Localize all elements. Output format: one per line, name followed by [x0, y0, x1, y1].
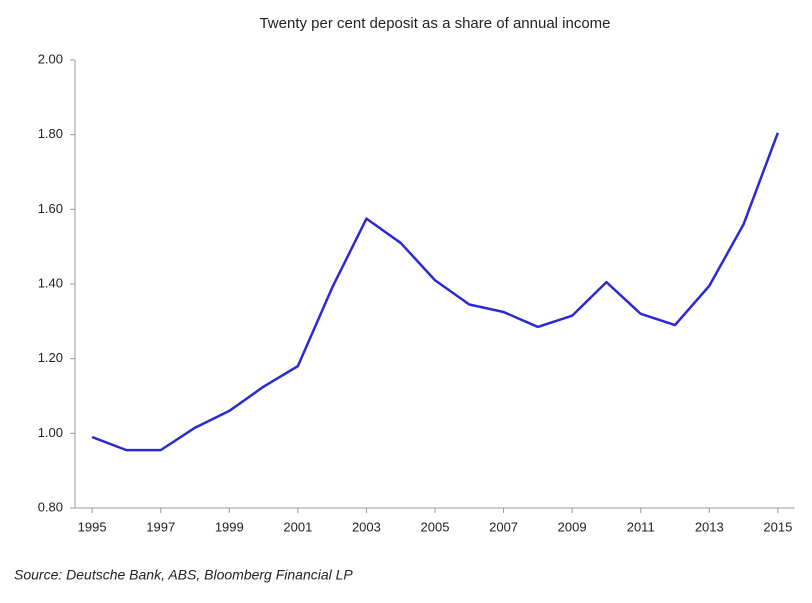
x-tick-label: 2001	[283, 519, 312, 534]
line	[91, 132, 780, 452]
y-tick-label: 1.40	[38, 275, 63, 290]
y-tick-label: 1.60	[38, 201, 63, 216]
x-tick-label: 2007	[489, 519, 518, 534]
x-tick-label: 1995	[78, 519, 107, 534]
x-tick-label: 2005	[421, 519, 450, 534]
y-tick-label: 0.80	[38, 499, 63, 514]
x-tick-label: 2013	[695, 519, 724, 534]
y-tick-label: 1.80	[38, 126, 63, 141]
y-tick-label: 2.00	[38, 51, 63, 66]
x-tick-label: 2003	[352, 519, 381, 534]
source-note: Source: Deutsche Bank, ABS, Bloomberg Fi…	[14, 567, 353, 583]
x-tick-label: 1999	[215, 519, 244, 534]
y-tick-label: 1.20	[38, 350, 63, 365]
chart-title: Twenty per cent deposit as a share of an…	[259, 15, 610, 32]
x-tick-label: 1997	[146, 519, 175, 534]
x-tick-label: 2011	[627, 519, 655, 534]
x-tick-label: 2015	[763, 519, 792, 534]
x-tick-label: 2009	[558, 519, 587, 534]
y-tick-label: 1.00	[38, 425, 63, 440]
